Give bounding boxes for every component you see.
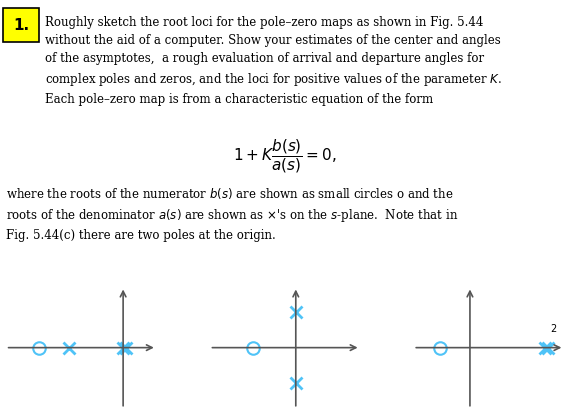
Text: $1 + K\dfrac{b(s)}{a(s)} = 0,$: $1 + K\dfrac{b(s)}{a(s)} = 0,$ <box>233 137 337 175</box>
Text: Roughly sketch the root loci for the pole–zero maps as shown in Fig. 5.44
withou: Roughly sketch the root loci for the pol… <box>45 16 502 106</box>
Text: where the roots of the numerator $b(s)$ are shown as small circles o and the
roo: where the roots of the numerator $b(s)$ … <box>6 186 458 241</box>
FancyBboxPatch shape <box>3 8 39 42</box>
Text: 2: 2 <box>550 324 556 334</box>
Text: 1.: 1. <box>13 18 30 33</box>
